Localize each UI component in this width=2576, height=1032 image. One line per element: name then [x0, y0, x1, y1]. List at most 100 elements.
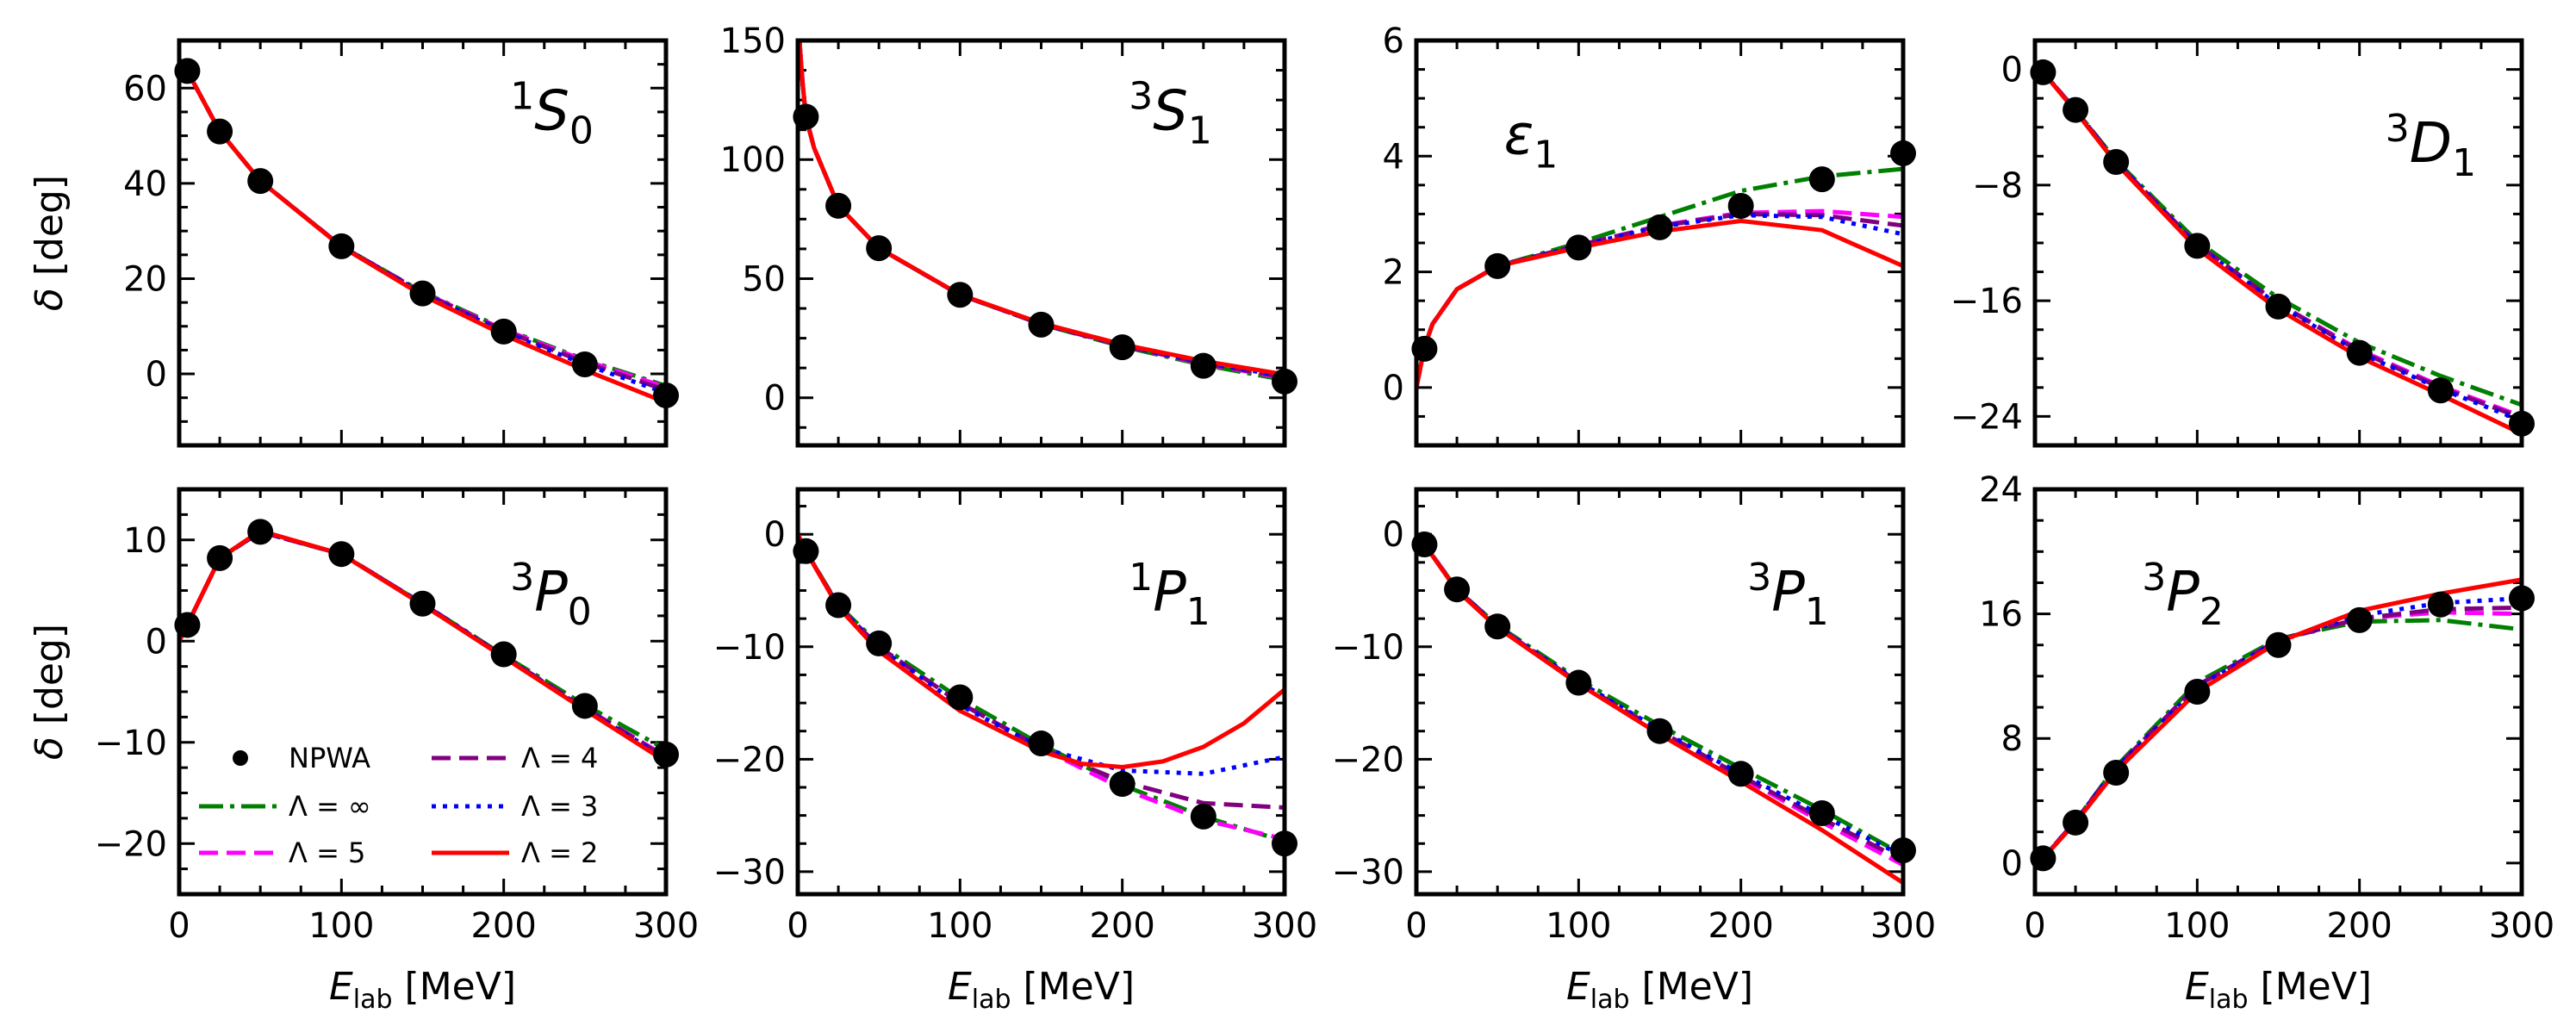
y-tick-label: 0 — [1383, 515, 1404, 555]
x-tick-label: 100 — [927, 906, 992, 946]
npwa-point — [947, 282, 974, 308]
npwa-points — [793, 103, 1297, 395]
legend-label: Λ = ∞ — [289, 790, 371, 823]
x-tick-label: 300 — [2489, 906, 2554, 946]
x-tick-label: 300 — [1252, 906, 1317, 946]
panel-3S1: 0 50 100 150 3S1 — [720, 22, 1297, 448]
npwa-points — [1411, 531, 1916, 864]
axes-frame — [2032, 487, 2524, 897]
npwa-point — [1028, 311, 1055, 338]
axes-frame — [1414, 38, 1906, 448]
npwa-point — [1444, 576, 1471, 603]
npwa-point — [1109, 334, 1136, 361]
npwa-point — [1646, 214, 1673, 240]
npwa-point — [2103, 149, 2130, 175]
npwa-points — [174, 519, 679, 768]
panel-3P2: 0 8 16 24 0 100 200 300 3P2 — [1979, 470, 2554, 946]
legend-label: NPWA — [289, 742, 370, 774]
panel-label: 3P1 — [1747, 556, 1829, 634]
y-tick-label: −8 — [1972, 166, 2023, 206]
y-tick-label: 0 — [146, 622, 167, 662]
npwa-point — [2184, 679, 2211, 705]
y-tick-label: 20 — [123, 259, 167, 299]
x-tick-label: 200 — [1089, 906, 1154, 946]
npwa-point — [1727, 193, 1754, 220]
y-tick-label: −20 — [713, 740, 786, 780]
npwa-point — [1484, 613, 1511, 640]
panel-label: 3P0 — [510, 556, 592, 634]
y-tick-label: 2 — [1383, 253, 1404, 293]
npwa-points — [2030, 585, 2535, 872]
x-tick-label: 0 — [787, 906, 808, 946]
panel-1S0: 0 20 40 60 1S0 — [123, 38, 679, 448]
legend-marker — [233, 750, 248, 766]
x-tick-label: 300 — [633, 906, 699, 946]
legend-entry-l3: Λ = 3 — [432, 790, 598, 823]
npwa-point — [825, 592, 852, 619]
y-tick-label: 60 — [123, 69, 167, 109]
ticks — [1415, 39, 1905, 447]
npwa-point — [2063, 809, 2089, 836]
npwa-point — [409, 280, 436, 307]
y-tick-label: 100 — [720, 140, 786, 180]
y-tick-label: −10 — [1332, 628, 1404, 668]
series-line-inf — [798, 533, 1285, 843]
series-group — [2035, 577, 2522, 865]
npwa-point — [1565, 234, 1592, 261]
y-tick-label: 0 — [764, 515, 786, 555]
y-tick-label: 4 — [1383, 137, 1404, 177]
npwa-point — [328, 233, 355, 259]
npwa-point — [2346, 339, 2373, 366]
x-axis-label: Elab [MeV] — [329, 965, 516, 1015]
npwa-point — [866, 630, 893, 656]
panel-label: 1S0 — [510, 74, 594, 152]
legend-label: Λ = 4 — [521, 742, 598, 774]
y-tick-label: 0 — [146, 355, 167, 395]
ticks — [177, 39, 668, 447]
series-group — [798, 533, 1285, 843]
panel-label: 3D1 — [2386, 107, 2476, 185]
series-group — [1416, 532, 1903, 885]
x-axis-label: Elab [MeV] — [1566, 965, 1753, 1015]
npwa-point — [247, 168, 274, 195]
y-tick-label: 0 — [2001, 844, 2023, 884]
series-line-l4 — [2035, 605, 2522, 865]
series-group — [179, 528, 666, 764]
axes-frame — [1414, 487, 1906, 897]
y-axis-label: δ [deg] — [28, 624, 72, 760]
npwa-point — [1109, 771, 1136, 798]
series-line-l2 — [1416, 219, 1903, 389]
x-tick-label: 300 — [1870, 906, 1936, 946]
ticks — [177, 488, 668, 896]
ticks — [796, 489, 1286, 894]
y-tick-label: −24 — [1951, 397, 2023, 437]
panel-label: 3P2 — [2142, 556, 2224, 634]
npwa-point — [207, 544, 233, 571]
npwa-point — [328, 541, 355, 568]
legend-label: Λ = 2 — [521, 836, 598, 869]
y-tick-label: 0 — [2001, 51, 2023, 90]
y-tick-label: −20 — [95, 824, 167, 864]
legend-entry-l4: Λ = 4 — [432, 742, 598, 774]
series-line-inf — [1416, 166, 1903, 389]
series-line-l4 — [798, 533, 1285, 810]
legend-entry-npwa: NPWA — [233, 742, 370, 774]
npwa-point — [247, 519, 274, 545]
series-line-l2 — [179, 528, 666, 764]
y-tick-label: 6 — [1383, 22, 1404, 61]
y-tick-label: −10 — [95, 724, 167, 763]
npwa-points — [174, 58, 679, 408]
npwa-point — [571, 693, 598, 719]
npwa-point — [1484, 252, 1511, 279]
legend-entry-l2: Λ = 2 — [432, 836, 598, 869]
axes-frame — [795, 487, 1287, 897]
x-tick-label: 200 — [2326, 906, 2392, 946]
axes-frame — [177, 38, 669, 448]
ticks — [2033, 488, 2523, 896]
y-tick-label: −10 — [713, 628, 786, 668]
npwa-point — [2265, 293, 2292, 320]
npwa-point — [207, 118, 233, 145]
npwa-point — [1190, 352, 1216, 379]
